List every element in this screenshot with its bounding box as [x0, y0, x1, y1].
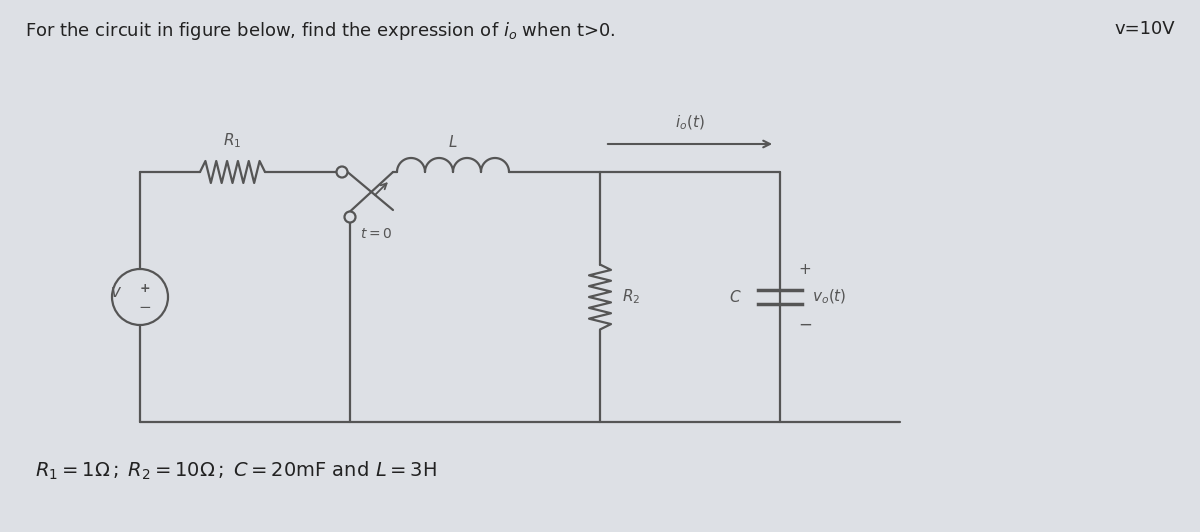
Text: $R_2$: $R_2$: [622, 288, 641, 306]
Text: $L$: $L$: [449, 134, 457, 150]
Text: $C$: $C$: [730, 289, 742, 305]
Text: For the circuit in figure below, find the expression of $i_o$ when t>0.: For the circuit in figure below, find th…: [25, 20, 616, 42]
Text: $R_1$: $R_1$: [223, 131, 241, 150]
Text: $i_o(t)$: $i_o(t)$: [676, 114, 704, 132]
Circle shape: [344, 212, 355, 222]
Text: $v$: $v$: [110, 283, 122, 301]
Text: $t = 0$: $t = 0$: [360, 227, 392, 241]
Text: v=10V: v=10V: [1115, 20, 1175, 38]
Text: −: −: [139, 300, 151, 314]
Text: +: +: [139, 281, 150, 295]
Text: −: −: [798, 316, 812, 334]
Text: $v_o(t)$: $v_o(t)$: [812, 288, 846, 306]
Text: $R_1 = 1\Omega\,;\; R_2 = 10\Omega\,;\; C = 20\mathrm{mF\ and\ } L = 3\mathrm{H}: $R_1 = 1\Omega\,;\; R_2 = 10\Omega\,;\; …: [35, 460, 437, 483]
Circle shape: [336, 167, 348, 178]
Text: +: +: [798, 262, 811, 277]
